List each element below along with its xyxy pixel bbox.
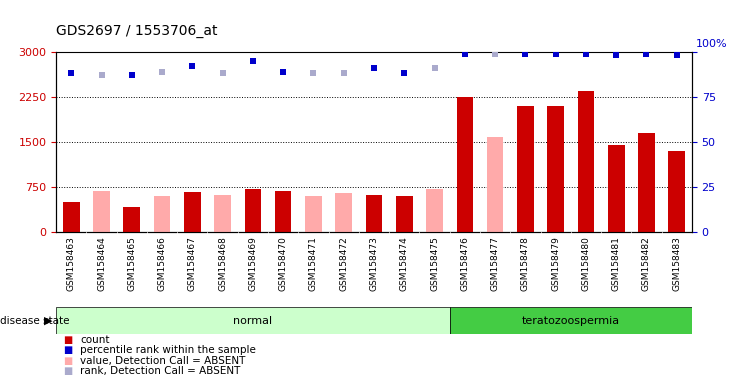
- Bar: [396, 196, 413, 232]
- Text: GSM158463: GSM158463: [67, 236, 76, 291]
- Bar: [638, 133, 654, 232]
- Text: ■: ■: [64, 366, 73, 376]
- Bar: [366, 195, 382, 232]
- Bar: [450, 307, 692, 334]
- Text: GSM158475: GSM158475: [430, 236, 439, 291]
- Text: teratozoospermia: teratozoospermia: [522, 316, 620, 326]
- Text: GSM158474: GSM158474: [399, 236, 408, 291]
- Bar: [487, 137, 503, 232]
- Text: GSM158471: GSM158471: [309, 236, 318, 291]
- Text: GDS2697 / 1553706_at: GDS2697 / 1553706_at: [56, 24, 218, 38]
- Bar: [335, 193, 352, 232]
- Bar: [456, 97, 473, 232]
- Text: GSM158468: GSM158468: [218, 236, 227, 291]
- Text: GSM158469: GSM158469: [248, 236, 257, 291]
- Bar: [184, 192, 200, 232]
- Text: GSM158483: GSM158483: [672, 236, 681, 291]
- Bar: [548, 106, 564, 232]
- Text: value, Detection Call = ABSENT: value, Detection Call = ABSENT: [80, 356, 245, 366]
- Bar: [577, 91, 594, 232]
- Bar: [123, 207, 140, 232]
- Bar: [94, 191, 110, 232]
- Text: disease state: disease state: [0, 316, 70, 326]
- Text: ■: ■: [64, 335, 73, 345]
- Text: GSM158466: GSM158466: [158, 236, 167, 291]
- Text: GSM158480: GSM158480: [581, 236, 590, 291]
- Bar: [63, 202, 79, 232]
- Bar: [669, 151, 685, 232]
- Text: GSM158478: GSM158478: [521, 236, 530, 291]
- Bar: [608, 145, 625, 232]
- Text: GSM158473: GSM158473: [370, 236, 378, 291]
- Bar: [56, 307, 450, 334]
- Text: GSM158476: GSM158476: [460, 236, 469, 291]
- Bar: [154, 196, 171, 232]
- Text: GSM158477: GSM158477: [491, 236, 500, 291]
- Text: GSM158479: GSM158479: [551, 236, 560, 291]
- Bar: [245, 189, 261, 232]
- Text: normal: normal: [233, 316, 272, 326]
- Text: GSM158482: GSM158482: [642, 236, 651, 291]
- Bar: [214, 195, 231, 232]
- Bar: [517, 106, 534, 232]
- Text: GSM158465: GSM158465: [127, 236, 136, 291]
- Text: GSM158464: GSM158464: [97, 236, 106, 291]
- Text: GSM158467: GSM158467: [188, 236, 197, 291]
- Text: ▶: ▶: [44, 316, 52, 326]
- Bar: [275, 191, 292, 232]
- Text: GSM158470: GSM158470: [279, 236, 288, 291]
- Text: percentile rank within the sample: percentile rank within the sample: [80, 345, 256, 355]
- Text: ■: ■: [64, 356, 73, 366]
- Text: ■: ■: [64, 345, 73, 355]
- Text: rank, Detection Call = ABSENT: rank, Detection Call = ABSENT: [80, 366, 240, 376]
- Text: GSM158472: GSM158472: [340, 236, 349, 291]
- Text: GSM158481: GSM158481: [612, 236, 621, 291]
- Bar: [305, 196, 322, 232]
- Bar: [426, 189, 443, 232]
- Text: 100%: 100%: [696, 39, 728, 49]
- Text: count: count: [80, 335, 109, 345]
